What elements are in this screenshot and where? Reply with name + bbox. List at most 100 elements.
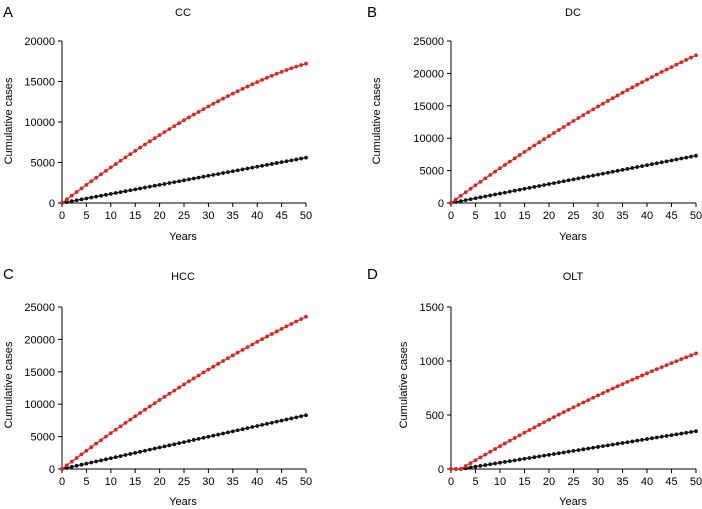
x-tick-label: 35 [616, 476, 628, 488]
x-tick-label: 0 [448, 210, 454, 222]
data-point-black [201, 174, 206, 179]
data-point-black [586, 174, 591, 179]
data-point-black [128, 188, 133, 193]
data-point-red [517, 153, 522, 157]
data-point-black [157, 445, 162, 450]
data-point-black [635, 165, 640, 169]
data-point-red [167, 391, 172, 396]
data-point-black [240, 167, 245, 172]
data-point-black [221, 431, 225, 436]
data-point-red [635, 375, 640, 380]
data-point-red [537, 140, 542, 145]
data-point-red [84, 448, 89, 453]
data-point-red [147, 404, 152, 409]
panel-c-hcc: C HCC Cumulative cases Years 0 5000 10000 1… [3, 266, 312, 508]
data-point-black [123, 453, 128, 457]
data-point-red [605, 388, 610, 393]
data-point-red [186, 379, 191, 384]
data-point-red [235, 89, 240, 94]
data-point-black [625, 440, 630, 445]
x-tick-label: 25 [567, 476, 579, 488]
data-point-red [167, 127, 172, 131]
data-point-black [152, 183, 157, 188]
data-point-black [79, 462, 84, 467]
data-point-black [255, 424, 260, 428]
data-point-red [69, 193, 74, 198]
data-point-black [284, 159, 289, 164]
data-point-black [269, 162, 274, 166]
data-point-red [601, 391, 605, 396]
data-point-red [177, 121, 182, 126]
data-point-red [94, 441, 99, 446]
data-point-red [123, 155, 128, 160]
data-point-red [147, 139, 152, 144]
data-point-red [113, 427, 118, 432]
data-point-black [226, 170, 230, 175]
data-point-black [591, 445, 595, 450]
data-point-black [517, 457, 522, 462]
data-point-black [556, 451, 561, 456]
data-point-black [143, 448, 147, 453]
data-point-black [571, 177, 576, 182]
data-point-black [468, 465, 473, 470]
panel-letter: A [3, 4, 13, 21]
data-point-black [483, 463, 488, 467]
data-point-red [118, 424, 123, 429]
panel-letter: D [367, 266, 378, 283]
data-point-red [654, 367, 659, 372]
data-point-black [537, 184, 542, 188]
x-tick-label: 45 [665, 210, 677, 222]
data-point-black [167, 443, 172, 448]
data-point-black [289, 416, 294, 421]
data-point-red [211, 364, 216, 369]
y-tick-label: 15000 [24, 77, 55, 89]
data-point-red [610, 96, 615, 101]
data-point-red [255, 80, 260, 84]
data-point-red [157, 398, 162, 402]
data-point-black [659, 434, 664, 439]
y-tick-label: 10000 [413, 133, 444, 145]
data-point-black [94, 194, 99, 199]
data-point-red [556, 412, 561, 417]
data-point-red [463, 464, 468, 468]
x-tick-label: 50 [300, 476, 312, 488]
data-point-red [274, 329, 279, 334]
data-point-black [679, 431, 684, 436]
x-tick-label: 10 [105, 476, 117, 488]
data-point-black [684, 155, 689, 160]
data-point-red [601, 101, 605, 106]
x-axis-label: Years [169, 496, 197, 508]
data-point-red [669, 65, 674, 70]
data-point-red [547, 134, 551, 139]
panel-d-olt: D OLT Cumulative cases Years 05001000150… [367, 266, 702, 508]
data-point-black [542, 183, 546, 187]
data-point-black [684, 430, 689, 435]
data-point-black [468, 197, 473, 202]
y-tick-label: 10000 [24, 399, 55, 411]
y-tick-label: 20000 [24, 334, 55, 346]
chart-title: DC [565, 7, 581, 19]
data-point-black [507, 189, 512, 194]
data-point-black [561, 179, 566, 184]
data-point-red [157, 133, 162, 138]
data-point-black [650, 436, 654, 441]
data-point-black [152, 446, 157, 451]
y-tick-label: 0 [438, 464, 444, 476]
data-point-red [240, 86, 245, 91]
data-point-red [498, 444, 502, 449]
data-point-black [493, 192, 497, 197]
data-point-black [610, 169, 615, 174]
data-point-red [74, 190, 79, 194]
data-point-red [172, 124, 177, 129]
data-point-red [294, 64, 299, 69]
data-point-red [483, 452, 488, 457]
data-point-red [64, 463, 69, 468]
data-point-black [596, 445, 600, 449]
data-point-black [561, 450, 566, 455]
data-point-red [269, 332, 274, 336]
data-point-red [162, 394, 167, 399]
data-point-red [279, 327, 284, 331]
data-point-black [133, 187, 138, 192]
data-point-black [279, 418, 284, 423]
data-point-red [201, 107, 206, 112]
